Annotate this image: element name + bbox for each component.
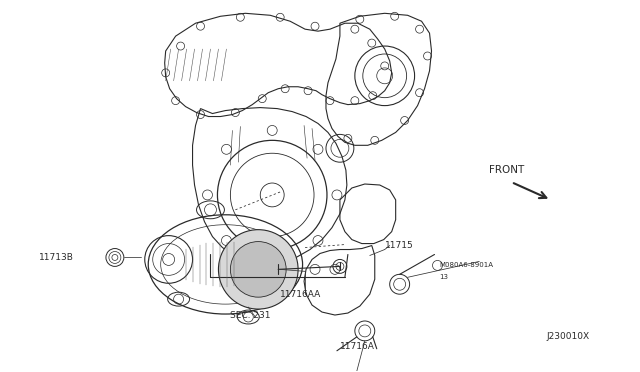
Text: 11716A: 11716A xyxy=(340,342,375,351)
Text: 11716AA: 11716AA xyxy=(280,290,321,299)
Text: 11715: 11715 xyxy=(385,241,413,250)
Text: M080A6-8901A: M080A6-8901A xyxy=(440,262,493,269)
Text: FRONT: FRONT xyxy=(489,165,525,175)
Text: 13: 13 xyxy=(440,274,449,280)
Text: SEC. 231: SEC. 231 xyxy=(230,311,271,320)
Text: 11713B: 11713B xyxy=(39,253,74,262)
Circle shape xyxy=(218,230,298,309)
Text: J230010X: J230010X xyxy=(546,332,589,341)
Circle shape xyxy=(230,241,286,297)
